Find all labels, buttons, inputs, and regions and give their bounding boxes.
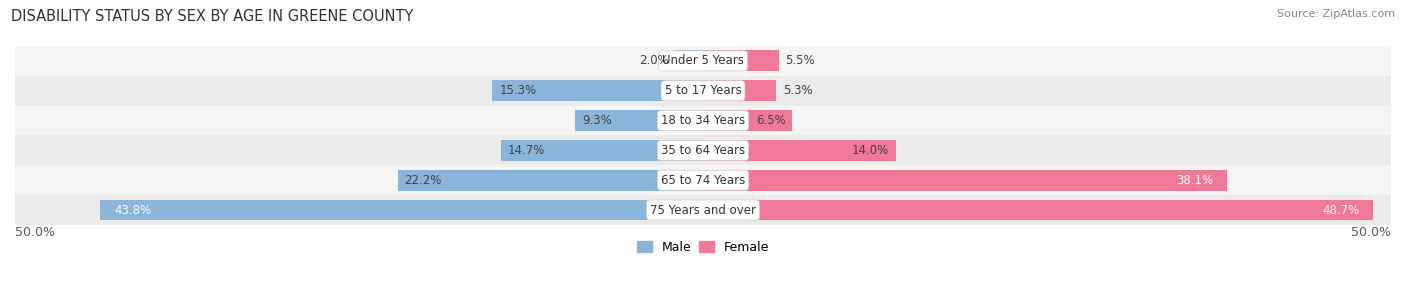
Text: 14.0%: 14.0% xyxy=(852,144,889,157)
Bar xyxy=(15,136,1391,165)
Text: 50.0%: 50.0% xyxy=(15,226,55,239)
Text: 75 Years and over: 75 Years and over xyxy=(650,203,756,216)
Text: 14.7%: 14.7% xyxy=(508,144,546,157)
Bar xyxy=(703,140,896,161)
Text: 38.1%: 38.1% xyxy=(1177,174,1213,187)
Bar xyxy=(15,76,1391,105)
Bar xyxy=(15,165,1391,195)
Bar xyxy=(15,105,1391,136)
Text: Source: ZipAtlas.com: Source: ZipAtlas.com xyxy=(1277,9,1395,19)
Text: 22.2%: 22.2% xyxy=(405,174,441,187)
Bar xyxy=(492,80,703,101)
Bar xyxy=(703,50,779,71)
Bar xyxy=(703,170,1227,191)
Bar xyxy=(100,199,703,220)
Text: 50.0%: 50.0% xyxy=(1351,226,1391,239)
Text: 5.3%: 5.3% xyxy=(783,84,813,97)
Bar xyxy=(703,110,793,131)
Bar xyxy=(398,170,703,191)
Text: DISABILITY STATUS BY SEX BY AGE IN GREENE COUNTY: DISABILITY STATUS BY SEX BY AGE IN GREEN… xyxy=(11,9,413,24)
Text: 65 to 74 Years: 65 to 74 Years xyxy=(661,174,745,187)
Text: 35 to 64 Years: 35 to 64 Years xyxy=(661,144,745,157)
Text: 5.5%: 5.5% xyxy=(786,54,815,67)
Bar xyxy=(575,110,703,131)
Legend: Male, Female: Male, Female xyxy=(631,236,775,259)
Bar xyxy=(703,199,1374,220)
Text: Under 5 Years: Under 5 Years xyxy=(662,54,744,67)
Text: 6.5%: 6.5% xyxy=(756,114,786,127)
Text: 43.8%: 43.8% xyxy=(114,203,152,216)
Text: 5 to 17 Years: 5 to 17 Years xyxy=(665,84,741,97)
Text: 9.3%: 9.3% xyxy=(582,114,612,127)
Bar xyxy=(703,80,776,101)
Bar xyxy=(15,46,1391,76)
Text: 15.3%: 15.3% xyxy=(499,84,537,97)
Bar xyxy=(501,140,703,161)
Text: 2.0%: 2.0% xyxy=(638,54,669,67)
Bar xyxy=(675,50,703,71)
Bar xyxy=(15,195,1391,225)
Text: 18 to 34 Years: 18 to 34 Years xyxy=(661,114,745,127)
Text: 48.7%: 48.7% xyxy=(1322,203,1360,216)
